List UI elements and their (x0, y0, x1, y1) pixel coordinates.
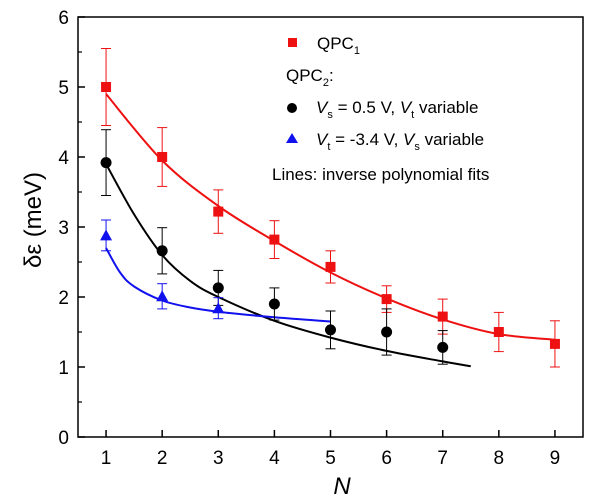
legend-marker-black-circle (287, 103, 297, 113)
data-point-circle (212, 282, 224, 294)
legend-marker-blue-triangle (286, 133, 298, 143)
data-point-square (325, 261, 336, 272)
data-point-circle (268, 298, 280, 310)
legend-note: Lines: inverse polynomial fits (272, 165, 489, 184)
x-tick-label: 8 (494, 448, 505, 469)
legend-label-blue-series: Vt = -3.4 V, Vs variable (316, 130, 484, 153)
x-tick-label: 6 (381, 448, 392, 469)
data-point-square (157, 152, 168, 162)
y-tick-label: 2 (58, 288, 69, 309)
data-point-triangle (212, 302, 225, 314)
data-point-square (101, 82, 112, 92)
y-tick-label: 6 (58, 8, 69, 29)
data-point-circle (325, 324, 336, 336)
axes-layer (77, 16, 584, 438)
y-tick-label: 5 (58, 78, 69, 99)
x-axis-title: N (333, 473, 351, 500)
fit-line-2 (105, 247, 331, 323)
legend-marker-qpc1 (288, 38, 297, 47)
tick-labels: 0 1 2 3 4 5 6 1 2 3 4 5 6 7 8 9 (58, 8, 560, 469)
fit-line-0 (105, 93, 556, 341)
data-point-square (269, 234, 280, 245)
data-point-circle (437, 341, 449, 353)
y-tick-label: 4 (58, 148, 69, 169)
legend: QPC1 QPC2: Vs = 0.5 V, Vt variable Vt = … (272, 34, 489, 184)
y-tick-label: 3 (58, 218, 69, 239)
y-tick-label: 1 (58, 358, 69, 379)
data-point-circle (381, 326, 393, 338)
x-tick-label: 1 (101, 448, 112, 469)
data-point-square (549, 338, 560, 349)
data-point-square (381, 294, 392, 305)
data-point-circle (100, 157, 112, 169)
y-axis-title: δε (meV) (20, 172, 47, 268)
x-tick-label: 9 (550, 448, 561, 469)
y-tick-label: 0 (58, 428, 69, 449)
x-tick-label: 4 (269, 448, 280, 469)
data-point-circle (156, 245, 168, 257)
legend-label-qpc2: QPC2: (286, 66, 334, 89)
fit-line-1 (105, 163, 471, 368)
legend-label-qpc1: QPC1 (317, 34, 360, 57)
error-bars (101, 48, 560, 368)
data-point-triangle (156, 290, 169, 302)
data-point-triangle (100, 229, 113, 241)
x-tick-label: 2 (157, 448, 168, 469)
data-points (100, 82, 560, 353)
data-point-square (493, 327, 504, 337)
x-tick-label: 3 (213, 448, 224, 469)
fit-lines (105, 93, 556, 368)
data-point-square (437, 311, 448, 322)
x-tick-label: 7 (437, 448, 448, 469)
data-point-square (213, 206, 224, 217)
legend-label-black-series: Vs = 0.5 V, Vt variable (316, 98, 478, 121)
x-tick-label: 5 (325, 448, 336, 469)
